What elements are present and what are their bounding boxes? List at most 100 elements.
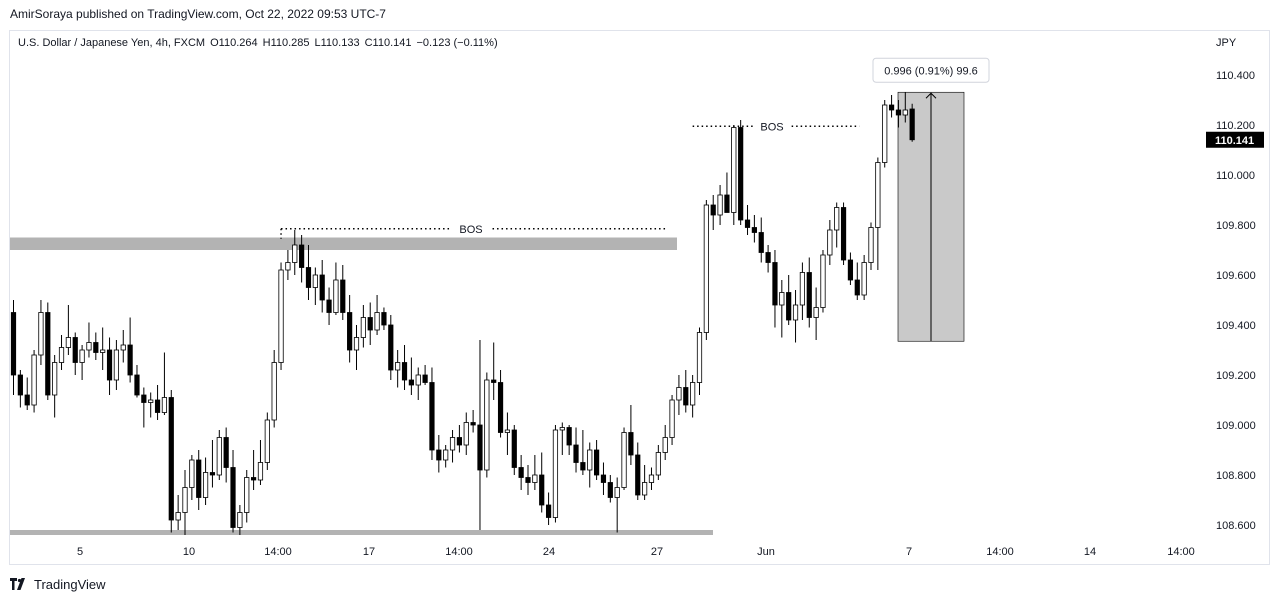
candle[interactable]	[888, 104, 895, 111]
candle[interactable]	[854, 279, 860, 296]
candle[interactable]	[182, 487, 188, 513]
candle[interactable]	[683, 387, 689, 406]
candle[interactable]	[669, 399, 675, 438]
candle[interactable]	[552, 429, 559, 518]
candle[interactable]	[257, 462, 264, 481]
candle[interactable]	[463, 422, 469, 446]
candle[interactable]	[882, 104, 888, 163]
candle[interactable]	[539, 474, 545, 506]
candle[interactable]	[449, 437, 456, 451]
candle[interactable]	[573, 444, 579, 463]
candle[interactable]	[717, 194, 723, 216]
candle[interactable]	[285, 262, 291, 271]
candle[interactable]	[786, 292, 792, 321]
candle[interactable]	[655, 452, 661, 476]
candle[interactable]	[10, 312, 17, 376]
candle[interactable]	[861, 262, 867, 296]
candle[interactable]	[607, 482, 613, 498]
candle[interactable]	[72, 337, 78, 363]
candle[interactable]	[477, 424, 483, 471]
candle[interactable]	[292, 244, 298, 263]
candle[interactable]	[744, 219, 751, 228]
candle[interactable]	[895, 109, 902, 116]
candle[interactable]	[635, 454, 641, 496]
candle[interactable]	[875, 162, 881, 228]
candle[interactable]	[525, 477, 531, 483]
candle[interactable]	[676, 387, 682, 401]
candle[interactable]	[511, 429, 517, 468]
candle[interactable]	[353, 337, 360, 351]
candle[interactable]	[751, 227, 757, 233]
candle[interactable]	[278, 269, 284, 363]
candle[interactable]	[847, 259, 854, 281]
candle[interactable]	[484, 379, 490, 471]
candle[interactable]	[408, 379, 414, 386]
candle[interactable]	[148, 399, 154, 403]
candle[interactable]	[696, 332, 703, 383]
candle[interactable]	[340, 279, 346, 313]
candle[interactable]	[79, 349, 85, 363]
candle[interactable]	[367, 317, 373, 331]
candle[interactable]	[209, 472, 216, 476]
candle[interactable]	[326, 299, 332, 313]
candle[interactable]	[113, 349, 119, 381]
candle[interactable]	[621, 432, 627, 488]
candle[interactable]	[93, 342, 99, 353]
candle[interactable]	[271, 362, 277, 421]
candle[interactable]	[758, 232, 764, 253]
candle[interactable]	[545, 504, 552, 518]
candle[interactable]	[580, 462, 586, 471]
candle[interactable]	[52, 362, 58, 396]
candle[interactable]	[518, 467, 524, 478]
candle[interactable]	[141, 394, 147, 403]
candle[interactable]	[106, 349, 113, 381]
candle[interactable]	[388, 324, 394, 371]
candle[interactable]	[415, 374, 421, 386]
candle[interactable]	[38, 312, 44, 356]
candle[interactable]	[196, 459, 202, 498]
candle[interactable]	[168, 397, 174, 521]
candle[interactable]	[24, 394, 30, 406]
candle[interactable]	[395, 362, 401, 371]
candle[interactable]	[594, 449, 600, 476]
candle[interactable]	[319, 274, 325, 301]
candle[interactable]	[703, 204, 709, 333]
candle[interactable]	[600, 474, 607, 483]
candle[interactable]	[31, 354, 37, 406]
candle[interactable]	[820, 254, 826, 308]
candle[interactable]	[710, 204, 716, 216]
candle[interactable]	[532, 474, 538, 483]
candle[interactable]	[244, 477, 250, 513]
candle[interactable]	[840, 207, 847, 261]
candle[interactable]	[175, 512, 181, 521]
candle[interactable]	[429, 382, 435, 451]
candle[interactable]	[120, 344, 126, 351]
candle[interactable]	[642, 482, 648, 496]
candle[interactable]	[731, 127, 737, 213]
candle[interactable]	[765, 252, 771, 263]
demand-zone[interactable]	[10, 530, 713, 535]
candle[interactable]	[264, 419, 270, 463]
candle[interactable]	[299, 244, 305, 268]
candle[interactable]	[401, 362, 408, 381]
candle[interactable]	[127, 344, 133, 376]
candle[interactable]	[587, 449, 593, 471]
candle[interactable]	[443, 449, 449, 461]
supply-zone[interactable]	[10, 237, 677, 251]
candle[interactable]	[504, 429, 511, 433]
candle[interactable]	[216, 437, 222, 476]
candle[interactable]	[100, 349, 106, 353]
candle[interactable]	[189, 459, 195, 488]
candle[interactable]	[17, 374, 23, 396]
candle[interactable]	[470, 422, 476, 426]
candle[interactable]	[436, 449, 442, 461]
brand-name[interactable]: TradingView	[34, 576, 106, 592]
candle[interactable]	[738, 127, 744, 221]
candle[interactable]	[902, 109, 908, 116]
candle[interactable]	[154, 399, 161, 413]
candle[interactable]	[250, 477, 257, 481]
candle[interactable]	[491, 379, 497, 383]
candle[interactable]	[868, 227, 874, 263]
candle[interactable]	[614, 487, 620, 498]
candle[interactable]	[827, 229, 833, 256]
